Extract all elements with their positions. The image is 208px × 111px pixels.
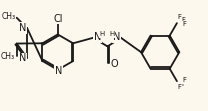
Text: F: F	[182, 81, 186, 87]
Text: H: H	[109, 31, 115, 37]
Text: N: N	[19, 53, 26, 63]
Text: Cl: Cl	[53, 14, 63, 24]
Text: O: O	[110, 59, 118, 69]
Text: CH₃: CH₃	[1, 52, 15, 61]
Text: N: N	[54, 66, 62, 76]
Text: F: F	[182, 17, 186, 23]
Text: N: N	[113, 32, 120, 42]
Text: N: N	[19, 23, 26, 33]
Text: F: F	[178, 84, 182, 90]
Text: H: H	[99, 31, 105, 37]
Text: N: N	[94, 32, 102, 42]
Text: F: F	[183, 77, 187, 83]
Text: CH₃: CH₃	[1, 12, 16, 21]
Text: F: F	[183, 21, 187, 27]
Text: F: F	[178, 14, 182, 20]
